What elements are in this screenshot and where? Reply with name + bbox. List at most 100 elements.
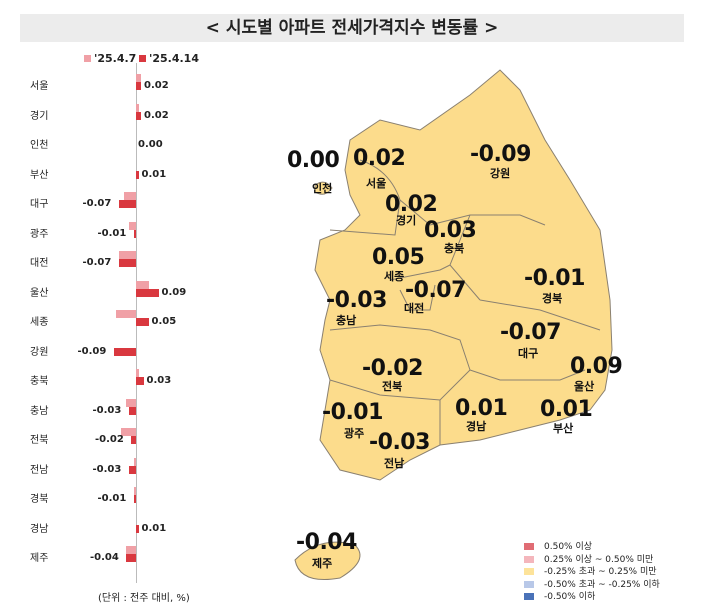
map-value: -0.03 [326, 288, 387, 313]
region-label: 광주 [30, 228, 49, 240]
legend-item-prev: '25.4.7 [84, 52, 136, 65]
map-region-name: 제주 [312, 557, 333, 570]
map-legend-item: -0.50% 이하 [524, 589, 595, 602]
data-label: 0.09 [161, 286, 187, 298]
legend-label: 0.25% 이상 ~ 0.50% 미만 [544, 554, 654, 565]
legend-swatch [524, 580, 534, 588]
data-label: -0.02 [95, 434, 124, 445]
bar-curr [136, 318, 149, 326]
map-legend-item: 0.25% 이상 ~ 0.50% 미만 [524, 552, 653, 565]
data-label: 0.01 [141, 168, 167, 180]
map-region-name: 강원 [490, 167, 511, 180]
bar-curr [128, 406, 136, 415]
bar-prev [126, 546, 136, 554]
map-value: -0.03 [369, 430, 430, 455]
region-label: 충남 [30, 405, 49, 417]
region-label: 울산 [30, 287, 49, 299]
bar-prev [136, 369, 139, 377]
map-legend-item: -0.50% 초과 ~ -0.25% 이하 [524, 577, 660, 590]
map-region-name: 부산 [553, 422, 574, 435]
map-value: 0.09 [570, 354, 623, 379]
jeju-shape [294, 541, 361, 580]
legend-swatch [524, 593, 534, 600]
bar-curr [133, 495, 136, 503]
map-legend-item: -0.25% 초과 ~ 0.25% 미만 [524, 564, 657, 577]
map-region-name: 대전 [404, 302, 425, 315]
data-label: 0.01 [141, 522, 167, 534]
legend-label: -0.50% 초과 ~ -0.25% 이하 [544, 579, 660, 590]
region-label: 대구 [30, 199, 49, 210]
data-label: 0.00 [138, 139, 163, 150]
map-region-name: 광주 [344, 427, 365, 440]
region-label: 전북 [30, 435, 49, 446]
unit-note: (단위 : 전주 대비, %) [98, 593, 190, 604]
bar-curr [128, 465, 136, 474]
bar-curr [118, 200, 136, 208]
map-region-name: 인천 [312, 182, 333, 195]
data-label: 0.05 [151, 316, 177, 327]
map-value: 0.02 [353, 146, 406, 171]
map-region-name: 울산 [574, 380, 595, 393]
data-label: 0.03 [146, 375, 172, 386]
map-region-name: 전북 [382, 380, 403, 393]
legend-swatch [524, 555, 534, 563]
map-value: -0.07 [500, 320, 561, 345]
data-label: -0.03 [92, 404, 122, 416]
bar-curr [131, 436, 136, 444]
bar-curr [136, 288, 159, 297]
bar-prev [136, 74, 141, 82]
data-label: -0.07 [82, 198, 112, 209]
legend-swatch [84, 55, 91, 62]
region-label: 경북 [30, 494, 49, 505]
map-value: 0.01 [455, 396, 508, 421]
region-label: 충북 [30, 376, 49, 387]
region-label: 강원 [30, 346, 49, 358]
map-region-name: 경기 [396, 214, 417, 227]
bar-curr [136, 82, 141, 90]
region-label: 경기 [30, 110, 49, 122]
map-value: -0.01 [524, 266, 585, 291]
legend-swatch [524, 543, 534, 550]
legend-label: -0.25% 초과 ~ 0.25% 미만 [544, 567, 657, 577]
map-value: 0.02 [385, 192, 438, 217]
data-label: -0.03 [92, 463, 122, 475]
data-label: 0.02 [144, 80, 169, 91]
legend-label: '25.4.7 [94, 52, 137, 65]
bar-curr [136, 377, 144, 385]
legend-label: '25.4.14 [149, 52, 199, 65]
bar-curr [113, 347, 136, 356]
bar-prev [116, 310, 136, 318]
bar-curr [136, 524, 139, 533]
map-legend-item: 0.50% 이상 [524, 539, 592, 552]
legend-item-curr: '25.4.14 [139, 52, 199, 65]
data-label: -0.04 [90, 552, 119, 563]
bar-prev [121, 428, 136, 436]
bar-prev [133, 457, 136, 466]
map-value: 0.01 [540, 397, 593, 422]
bar-curr [136, 111, 141, 120]
map-value: 0.05 [372, 245, 425, 270]
data-label: -0.09 [77, 345, 107, 357]
region-label: 서울 [30, 81, 49, 92]
map-value: -0.07 [405, 278, 466, 303]
region-label: 인천 [30, 140, 49, 151]
bar-prev [118, 251, 136, 259]
data-label: 0.02 [144, 109, 169, 121]
map-value: 0.00 [287, 148, 340, 173]
map-region-name: 대구 [518, 347, 539, 360]
map-region-name: 세종 [384, 270, 405, 283]
region-label: 전남 [30, 464, 49, 476]
data-label: -0.07 [82, 257, 112, 268]
map-region-name: 충북 [444, 242, 465, 255]
bar-prev [123, 192, 136, 200]
incheon-island [314, 181, 333, 195]
bar-prev [128, 221, 136, 230]
bar-curr [118, 259, 136, 267]
legend-swatch [139, 55, 146, 62]
map-value: 0.03 [424, 218, 477, 243]
region-label: 대전 [30, 258, 49, 269]
legend-label: 0.50% 이상 [544, 542, 593, 552]
map-value: -0.09 [470, 142, 531, 167]
region-label: 제주 [30, 553, 49, 564]
